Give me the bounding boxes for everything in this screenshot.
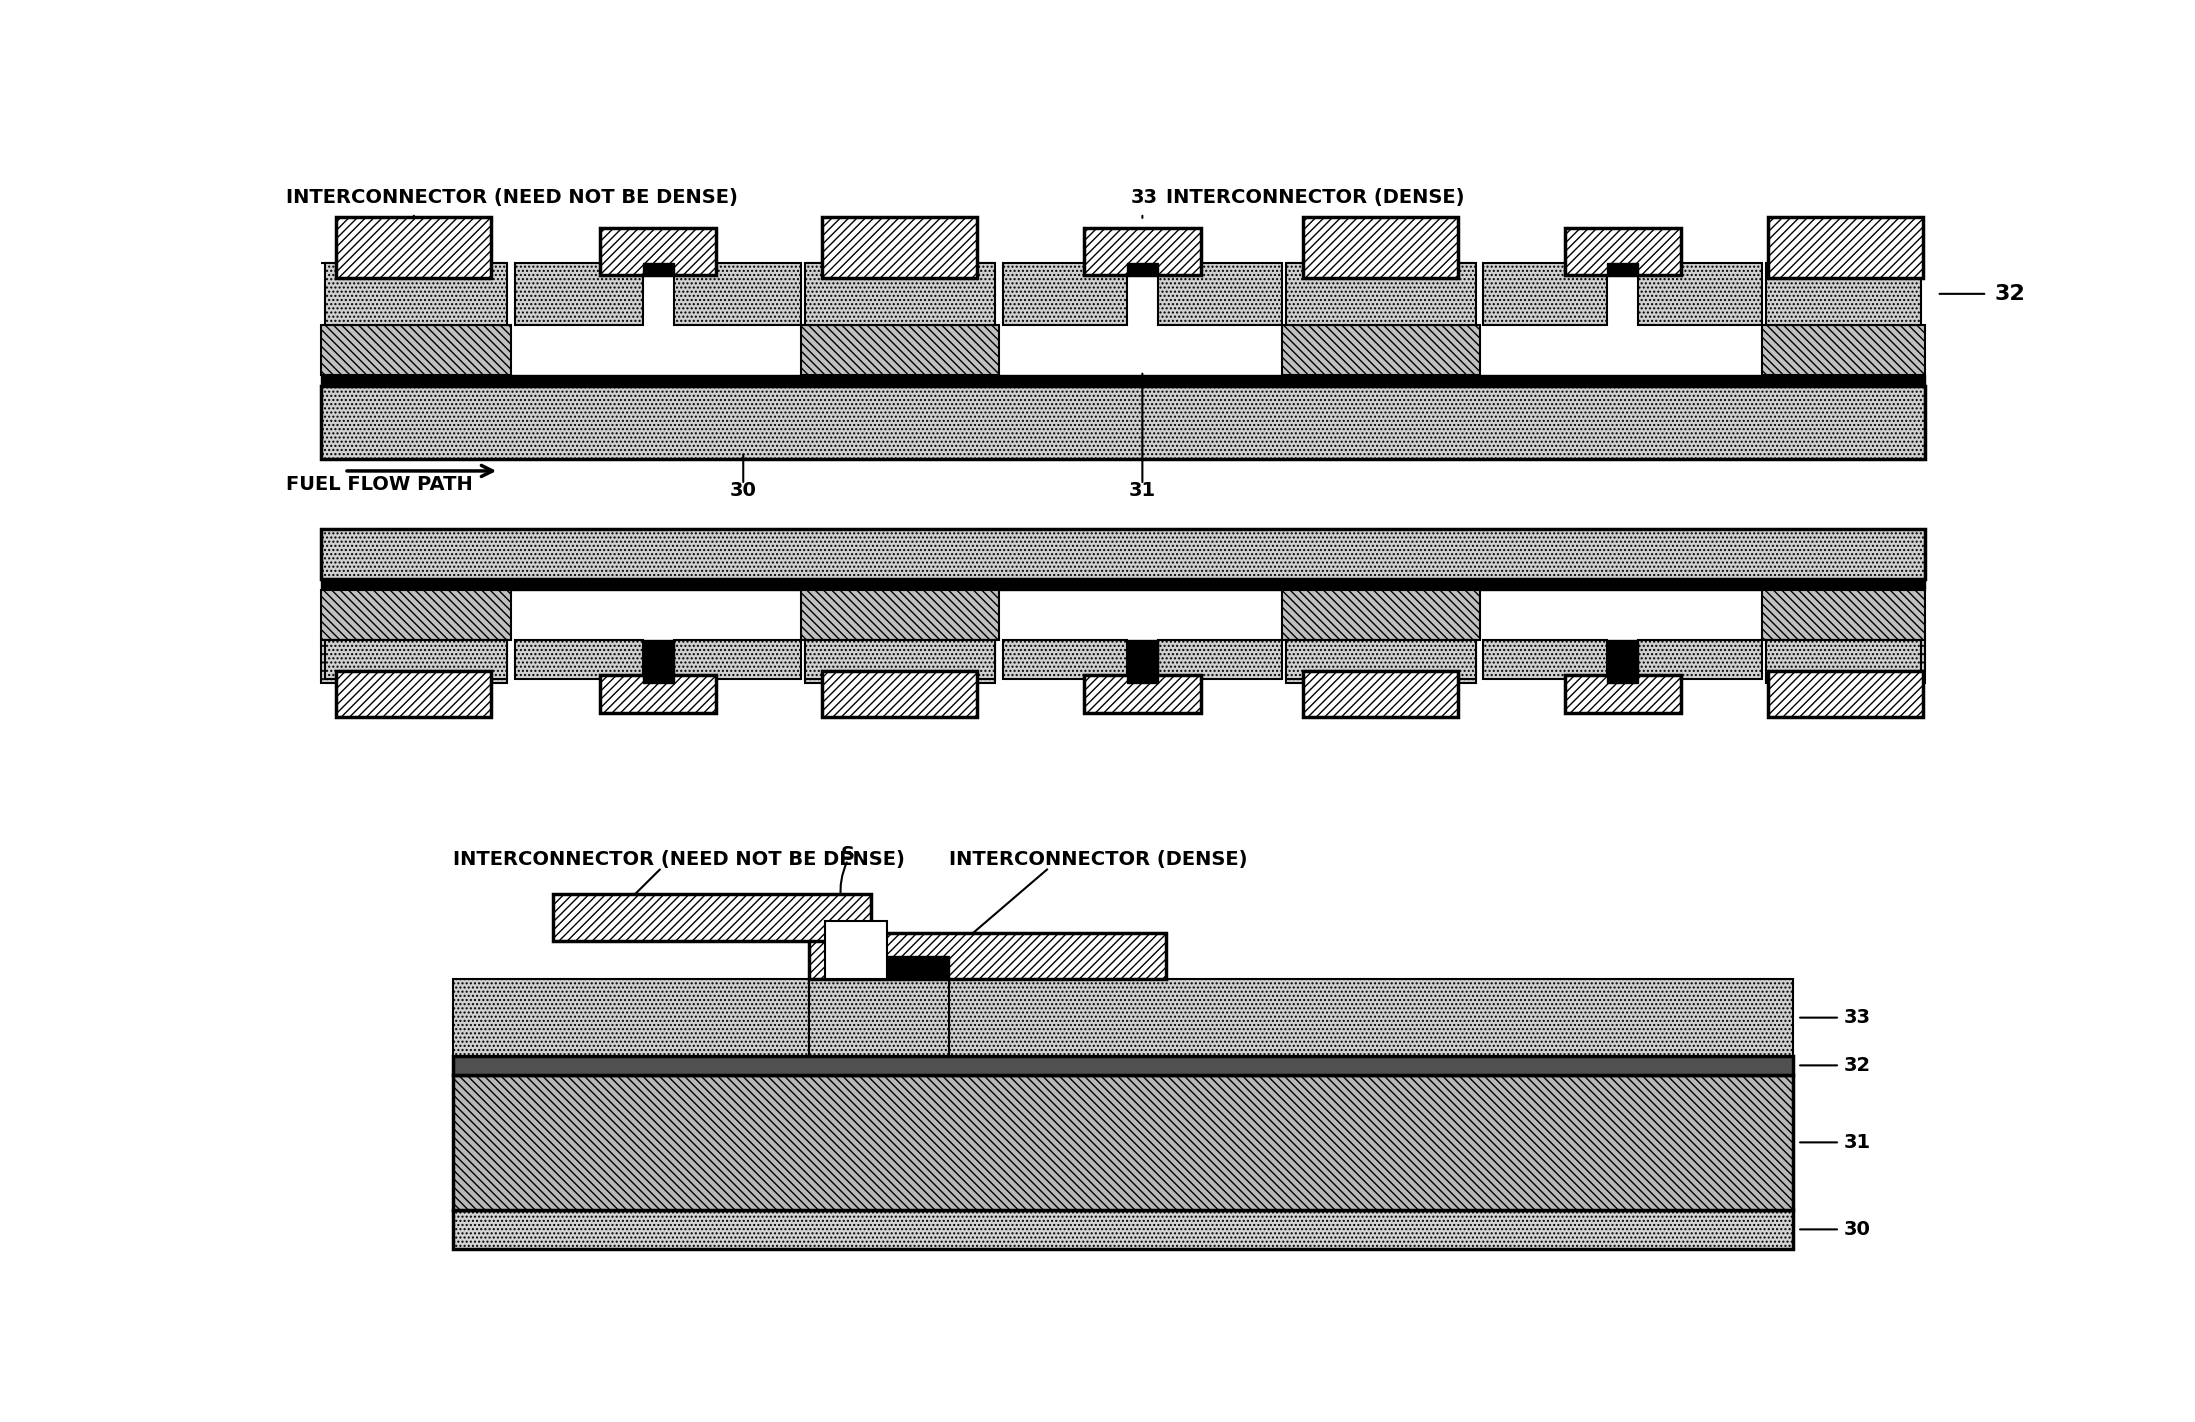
Bar bbox=[553, 894, 871, 940]
Bar bbox=[674, 263, 801, 324]
Bar bbox=[325, 640, 507, 678]
Text: 31: 31 bbox=[1128, 481, 1157, 499]
Bar bbox=[1607, 263, 1637, 274]
Text: 31: 31 bbox=[1844, 1133, 1870, 1152]
Text: S: S bbox=[841, 845, 854, 865]
Bar bbox=[1286, 263, 1475, 324]
Bar bbox=[1767, 216, 1923, 279]
Bar bbox=[320, 640, 507, 683]
Text: INTERCONNECTOR (NEED NOT BE DENSE): INTERCONNECTOR (NEED NOT BE DENSE) bbox=[285, 188, 738, 208]
Bar bbox=[1304, 671, 1457, 717]
Bar bbox=[801, 590, 999, 640]
Bar bbox=[1126, 640, 1159, 683]
Bar bbox=[1282, 324, 1479, 374]
Bar bbox=[599, 229, 716, 274]
Bar bbox=[320, 374, 1925, 387]
Bar bbox=[806, 640, 994, 678]
Bar bbox=[1767, 263, 1921, 324]
Bar bbox=[1159, 263, 1282, 324]
Bar bbox=[320, 529, 1925, 579]
Bar bbox=[514, 263, 643, 324]
Bar bbox=[325, 263, 507, 324]
Bar bbox=[801, 324, 999, 374]
Text: 32: 32 bbox=[1995, 284, 2026, 304]
Bar bbox=[1003, 640, 1126, 678]
Bar bbox=[320, 579, 1925, 590]
Bar bbox=[1484, 263, 1607, 324]
Text: INTERCONNECTOR (NEED NOT BE DENSE): INTERCONNECTOR (NEED NOT BE DENSE) bbox=[452, 850, 904, 869]
Bar bbox=[1565, 675, 1681, 714]
Bar bbox=[320, 590, 511, 640]
Text: 33: 33 bbox=[1130, 188, 1157, 208]
Bar bbox=[948, 980, 1793, 1057]
Bar bbox=[1084, 229, 1201, 274]
Bar bbox=[1767, 640, 1925, 683]
Text: INTERCONNECTOR (DENSE): INTERCONNECTOR (DENSE) bbox=[948, 850, 1247, 869]
Bar bbox=[452, 1057, 1793, 1075]
Bar bbox=[806, 640, 994, 683]
Bar bbox=[1767, 671, 1923, 717]
Text: 32: 32 bbox=[1844, 1057, 1870, 1075]
Bar bbox=[823, 671, 977, 717]
Bar bbox=[810, 933, 1166, 980]
Bar bbox=[1637, 640, 1763, 678]
Bar bbox=[1304, 216, 1457, 279]
Bar bbox=[1282, 590, 1479, 640]
Bar bbox=[1003, 263, 1126, 324]
Bar bbox=[1763, 324, 1925, 374]
Bar bbox=[1286, 640, 1475, 678]
Bar bbox=[1637, 263, 1763, 324]
Bar bbox=[1607, 640, 1637, 683]
Text: INTERCONNECTOR (DENSE): INTERCONNECTOR (DENSE) bbox=[1166, 188, 1464, 208]
Bar bbox=[452, 1075, 1793, 1210]
Bar bbox=[806, 263, 994, 324]
Bar bbox=[1286, 640, 1475, 683]
Bar bbox=[336, 216, 492, 279]
Bar bbox=[1159, 640, 1282, 678]
Bar bbox=[452, 980, 810, 1057]
Bar bbox=[1565, 229, 1681, 274]
Bar bbox=[1767, 640, 1921, 678]
Bar bbox=[887, 956, 948, 980]
Bar bbox=[336, 671, 492, 717]
Bar bbox=[1084, 675, 1201, 714]
Bar bbox=[674, 640, 801, 678]
Bar bbox=[514, 640, 643, 678]
Bar bbox=[825, 921, 887, 980]
Text: FUEL FLOW PATH: FUEL FLOW PATH bbox=[285, 475, 472, 493]
Bar bbox=[452, 1210, 1793, 1249]
Bar bbox=[823, 216, 977, 279]
Bar bbox=[643, 640, 674, 683]
Bar bbox=[643, 263, 674, 274]
Bar bbox=[320, 324, 511, 374]
Text: 30: 30 bbox=[729, 481, 757, 499]
Bar bbox=[1484, 640, 1607, 678]
Text: 30: 30 bbox=[1844, 1220, 1870, 1239]
Text: 33: 33 bbox=[1844, 1008, 1870, 1027]
Bar bbox=[599, 675, 716, 714]
Bar bbox=[810, 980, 948, 1057]
Bar bbox=[1763, 590, 1925, 640]
Bar bbox=[1126, 263, 1159, 274]
Bar bbox=[320, 387, 1925, 459]
